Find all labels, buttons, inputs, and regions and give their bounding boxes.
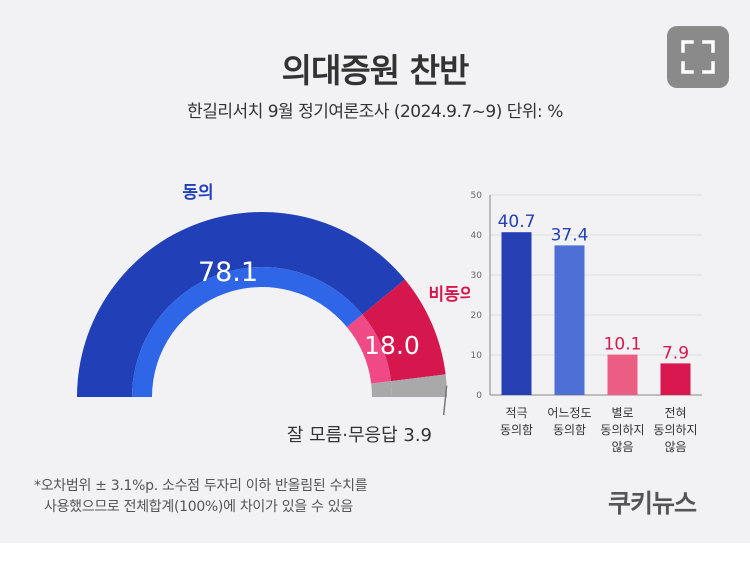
footnote-line-1: *오차범위 ± 3.1%p. 소수점 두자리 이하 반올림된 수치를 [34,478,368,494]
bottom-strip [0,543,750,562]
slice-disagree [362,279,446,382]
footnote-line-2: 사용했으므로 전체합계(100%)에 차이가 있을 수 있음 [44,499,353,515]
x-category-label: 않음 [611,440,633,454]
x-category-label: 동의함 [553,423,586,437]
slice-unknown-label: 잘 모름·무응답 3.9 [287,425,432,446]
slice-agree-value: 78.1 [198,257,258,288]
y-tick-label: 10 [471,351,483,361]
bar-value-label: 7.9 [662,343,689,363]
chart-title: 의대증원 찬반 [281,51,470,90]
y-tick-label: 50 [471,191,483,201]
y-tick-label: 40 [471,231,483,241]
fullscreen-button[interactable] [667,26,729,88]
x-category-label: 동의함 [500,423,533,437]
slice-disagree-label: 비동의 [429,285,470,305]
slice-unknown [391,374,447,397]
x-category-label: 전혀 [664,406,686,420]
publisher-logo: 쿠키뉴스 [608,489,697,518]
chart-subtitle: 한길리서치 9월 정기여론조사 (2024.9.7~9) 단위: % [187,102,563,122]
bar [554,245,585,395]
bar [501,232,532,395]
y-tick-label: 20 [471,311,483,321]
footnote: *오차범위 ± 3.1%p. 소수점 두자리 이하 반올림된 수치를 사용했으므… [34,476,368,518]
x-category-label: 않음 [664,440,686,454]
slice-unknown-inner-ring [371,381,392,397]
bar-value-label: 37.4 [551,225,589,245]
x-category-label: 별로 [611,406,633,420]
slice-disagree-value: 18.0 [364,331,420,360]
y-tick-label: 0 [476,391,482,401]
slice-disagree-inner-ring [346,314,392,384]
bar-value-label: 10.1 [604,335,642,355]
bar-value-label: 40.7 [498,212,536,232]
slice-unknown-leader-line [442,385,448,416]
x-category-label: 동의하지 [600,423,644,437]
slice-agree [77,212,405,397]
slice-agree-label: 동의 [182,183,213,203]
bar [607,354,638,395]
x-category-label: 어느정도 [547,406,591,420]
fullscreen-icon [681,40,715,74]
x-category-label: 동의하지 [653,423,697,437]
bar [660,363,691,395]
slice-agree-inner-ring [132,267,363,397]
y-tick-label: 30 [471,271,483,281]
x-category-label: 적극 [505,406,527,420]
